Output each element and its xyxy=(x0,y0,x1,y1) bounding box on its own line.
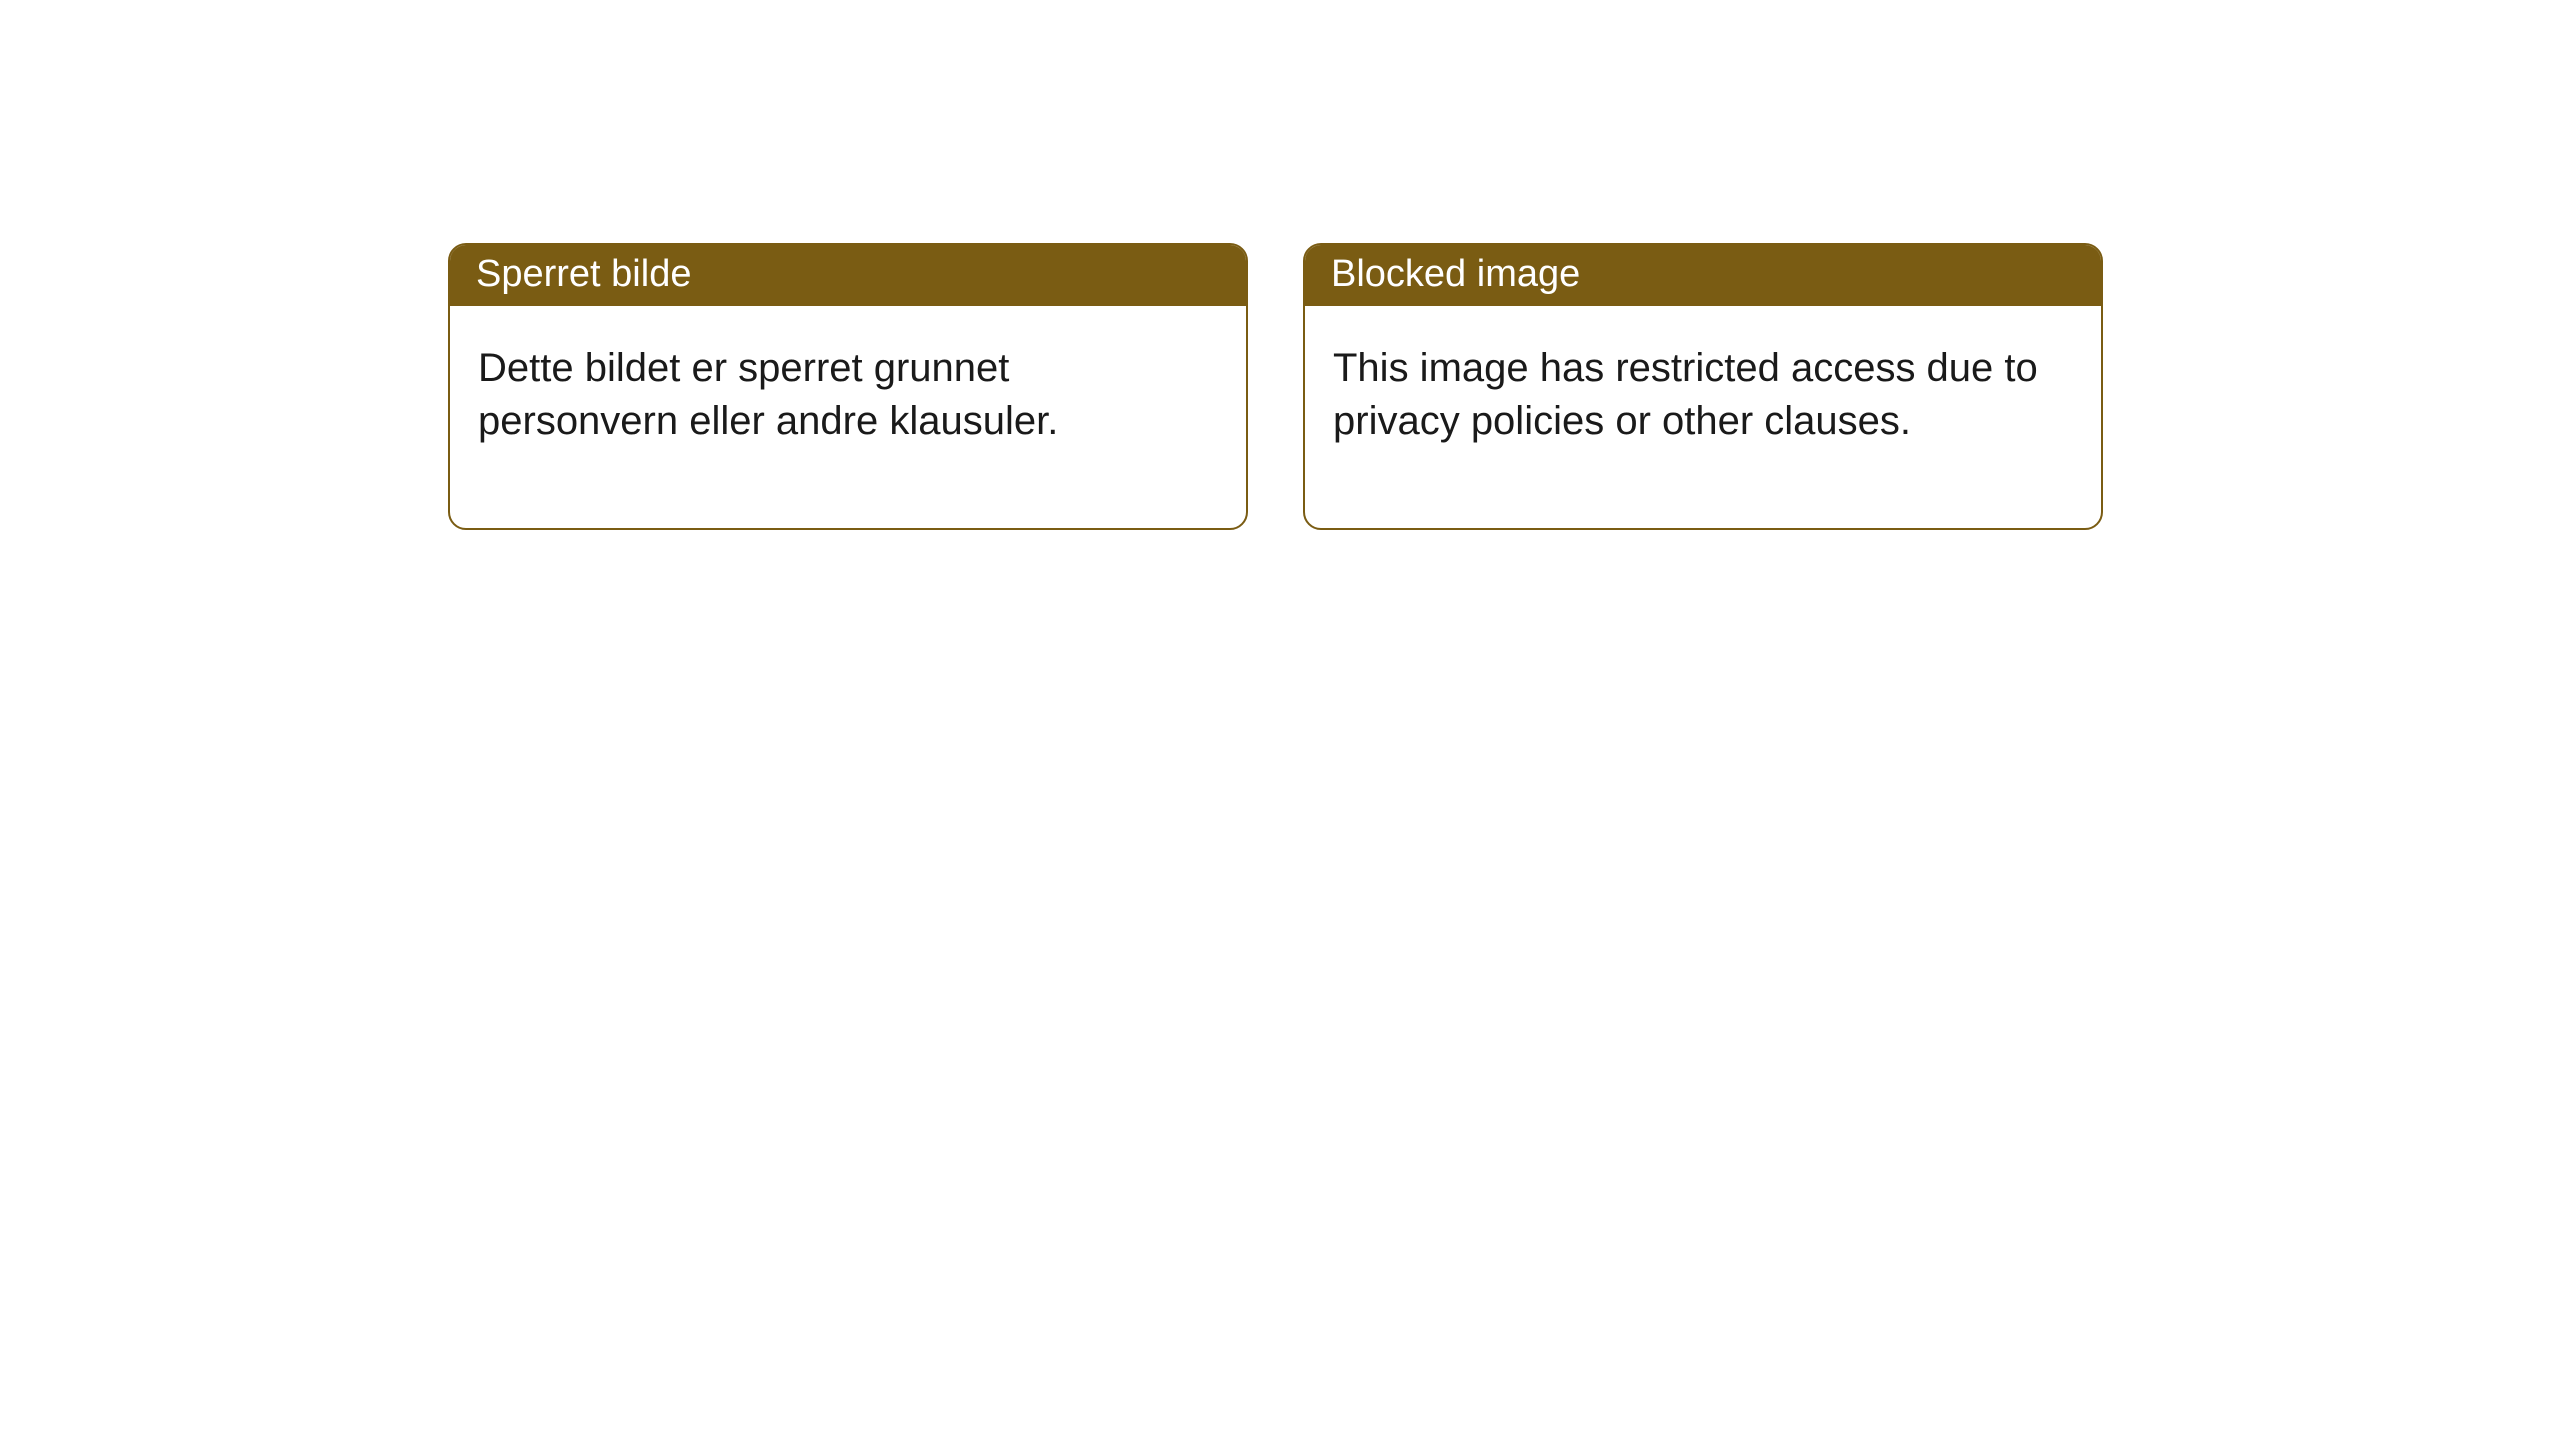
card-header-norwegian: Sperret bilde xyxy=(450,245,1246,306)
card-body-norwegian: Dette bildet er sperret grunnet personve… xyxy=(450,306,1246,528)
blocked-image-card-english: Blocked image This image has restricted … xyxy=(1303,243,2103,530)
notice-cards-container: Sperret bilde Dette bildet er sperret gr… xyxy=(0,0,2560,530)
blocked-image-card-norwegian: Sperret bilde Dette bildet er sperret gr… xyxy=(448,243,1248,530)
card-body-english: This image has restricted access due to … xyxy=(1305,306,2101,528)
card-header-english: Blocked image xyxy=(1305,245,2101,306)
